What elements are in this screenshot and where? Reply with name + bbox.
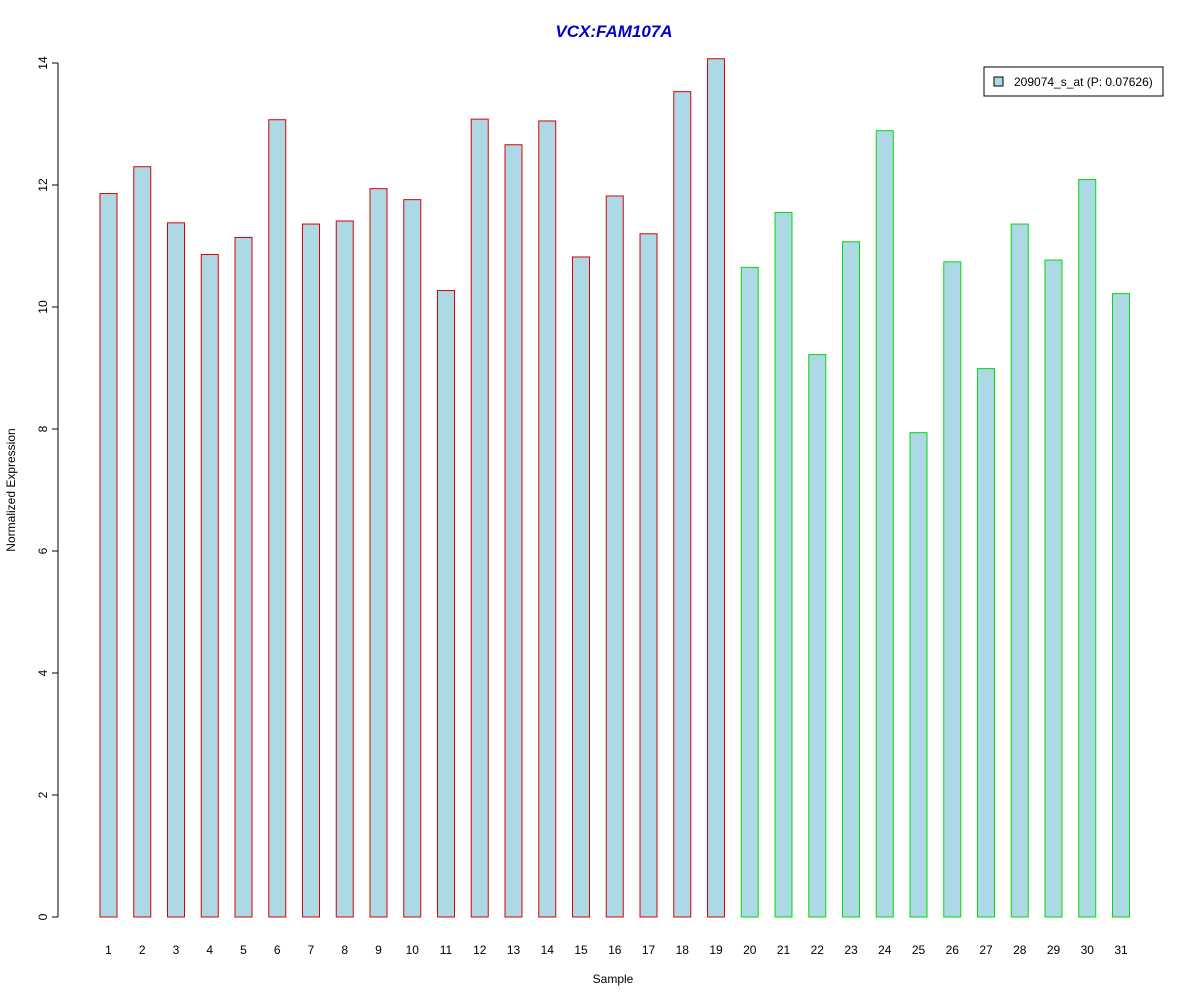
bar-sample-5: [234, 236, 253, 918]
x-tick-label: 21: [777, 943, 791, 957]
bar-sample-25: [909, 432, 928, 918]
y-tick-label: 8: [36, 425, 50, 432]
x-tick-label: 20: [743, 943, 757, 957]
x-tick-label: 28: [1013, 943, 1027, 957]
x-tick-label: 3: [173, 943, 180, 957]
bar-sample-2: [133, 166, 152, 918]
x-tick-label: 29: [1047, 943, 1061, 957]
x-tick-label: 8: [341, 943, 348, 957]
bar-sample-20: [740, 266, 759, 918]
x-tick-label: 12: [473, 943, 487, 957]
legend-swatch: [993, 76, 1004, 87]
x-tick-label: 16: [608, 943, 622, 957]
bar-sample-26: [943, 261, 962, 918]
bar-sample-1: [99, 193, 118, 918]
bar-sample-30: [1078, 179, 1097, 918]
y-tick-label: 14: [36, 56, 50, 70]
y-tick-label: 2: [36, 791, 50, 798]
y-axis-label: Normalized Expression: [4, 428, 18, 551]
x-tick-label: 31: [1114, 943, 1128, 957]
y-tick-label: 0: [36, 913, 50, 920]
bar-sample-13: [504, 144, 523, 918]
legend-box: [983, 66, 1164, 97]
bar-sample-22: [808, 354, 827, 918]
x-tick-label: 22: [811, 943, 825, 957]
bar-sample-21: [774, 211, 793, 918]
bar-sample-27: [977, 368, 995, 918]
bar-sample-17: [639, 233, 658, 918]
x-tick-label: 18: [676, 943, 690, 957]
x-axis-label: Sample: [593, 972, 634, 986]
x-tick-label: 5: [240, 943, 247, 957]
x-tick-label: 4: [206, 943, 213, 957]
x-tick-label: 26: [946, 943, 960, 957]
y-tick-label: 4: [36, 669, 50, 676]
x-tick-label: 25: [912, 943, 926, 957]
bar-sample-31: [1112, 293, 1130, 918]
x-tick-label: 27: [979, 943, 993, 957]
bar-sample-19: [707, 58, 725, 918]
chart-title: VCX:FAM107A: [555, 22, 672, 41]
bar-sample-16: [605, 195, 624, 918]
bar-sample-24: [875, 130, 894, 918]
x-tick-label: 10: [406, 943, 420, 957]
legend: 209074_s_at (P: 0.07626): [983, 66, 1164, 97]
y-tick-label: 12: [36, 178, 50, 192]
x-tick-label: 1: [105, 943, 112, 957]
x-tick-label: 14: [541, 943, 555, 957]
x-tick-label: 23: [844, 943, 858, 957]
bar-sample-15: [572, 256, 590, 918]
bar-sample-10: [403, 199, 422, 918]
y-tick-label: 10: [36, 300, 50, 314]
x-tick-label: 6: [274, 943, 281, 957]
x-tick-label: 19: [709, 943, 723, 957]
x-tick-label: 15: [574, 943, 588, 957]
x-tick-label: 17: [642, 943, 656, 957]
bar-sample-4: [200, 254, 219, 918]
bar-sample-14: [538, 120, 557, 918]
x-tick-label: 11: [440, 943, 453, 957]
bar-sample-18: [673, 91, 692, 918]
bar-sample-12: [470, 118, 489, 918]
legend-label: 209074_s_at (P: 0.07626): [1014, 75, 1153, 89]
bars-group: [99, 58, 1130, 918]
y-axis: 0 2 4 6 8 10 12 14: [36, 56, 59, 920]
x-tick-label: 9: [375, 943, 382, 957]
x-tick-label: 13: [507, 943, 521, 957]
bar-sample-29: [1044, 259, 1063, 918]
bar-sample-7: [302, 223, 320, 918]
bar-sample-11: [437, 290, 455, 918]
x-tick-label: 24: [878, 943, 892, 957]
x-tick-label: 30: [1081, 943, 1095, 957]
x-tick-labels: 1 2 3 4 5 6 7 8 9 10 11 12 13 14 15 16 17 18 19 20 21 22 23 24 2…: [105, 943, 1128, 957]
x-tick-label: 2: [139, 943, 146, 957]
y-tick-label: 6: [36, 547, 50, 554]
bar-sample-9: [369, 188, 388, 918]
bar-sample-8: [335, 220, 354, 918]
bar-sample-6: [268, 119, 287, 918]
bar-sample-28: [1010, 223, 1029, 918]
bar-sample-23: [842, 241, 860, 918]
x-tick-label: 7: [308, 943, 315, 957]
bar-sample-3: [167, 222, 185, 918]
